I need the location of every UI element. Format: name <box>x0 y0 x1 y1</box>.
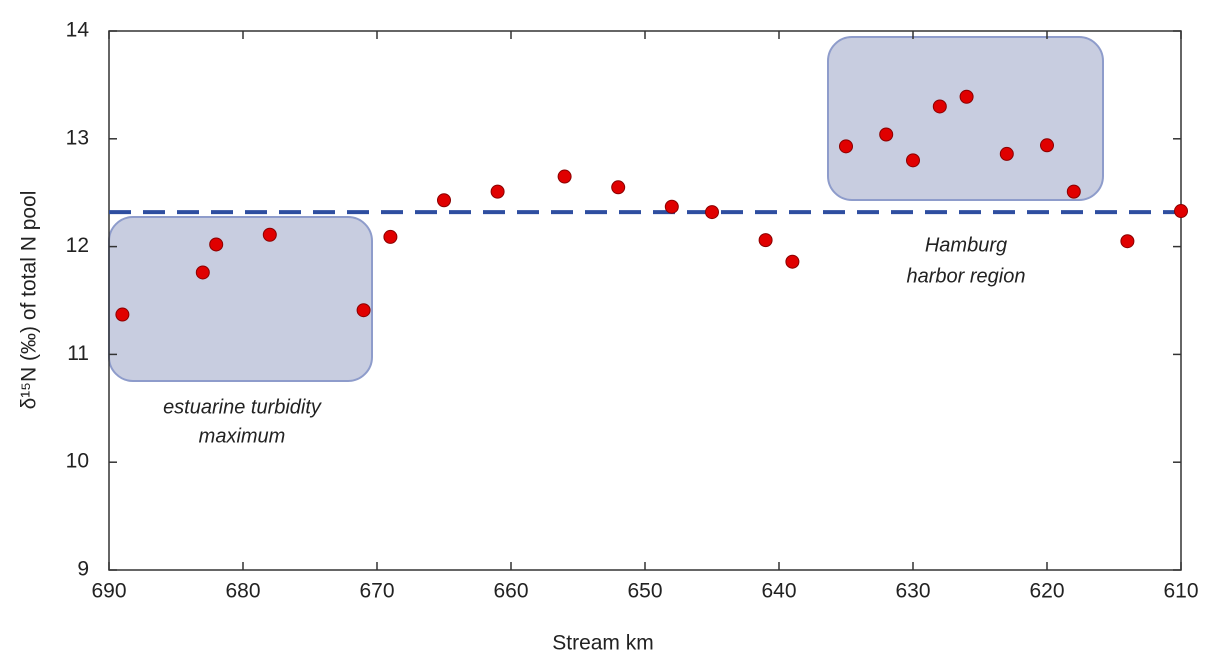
data-point <box>262 227 277 242</box>
y-tick-label: 13 <box>66 126 89 149</box>
annotation: estuarine turbidity <box>163 396 322 418</box>
data-point <box>932 99 947 114</box>
data-point <box>1120 234 1135 249</box>
x-tick-label: 630 <box>895 580 930 603</box>
annotation: Hamburg <box>925 234 1007 256</box>
data-point <box>557 169 572 184</box>
data-point <box>839 139 853 154</box>
data-point <box>1174 204 1188 219</box>
x-axis-label: Stream km <box>552 632 654 655</box>
data-point <box>115 307 130 322</box>
x-tick-label: 620 <box>1029 580 1064 603</box>
data-point <box>490 184 505 199</box>
x-tick-label: 670 <box>359 580 394 603</box>
data-point <box>383 229 398 244</box>
data-point <box>1066 184 1081 199</box>
annotation: maximum <box>199 425 286 447</box>
y-tick-label: 11 <box>67 342 89 365</box>
data-point <box>664 199 679 214</box>
data-point <box>356 303 371 318</box>
x-tick-label: 610 <box>1163 580 1198 603</box>
data-point <box>195 265 210 280</box>
data-point <box>705 205 719 220</box>
x-tick-label: 680 <box>225 580 260 603</box>
data-point <box>209 237 224 252</box>
x-tick-label: 640 <box>761 580 796 603</box>
region-box <box>827 36 1104 201</box>
x-tick-label: 650 <box>627 580 662 603</box>
x-tick-label: 690 <box>91 580 126 603</box>
data-point <box>611 180 626 195</box>
data-point <box>437 193 451 208</box>
data-point <box>999 146 1014 161</box>
data-point <box>785 254 800 269</box>
y-tick-label: 10 <box>66 450 89 473</box>
data-point <box>906 153 920 168</box>
data-point <box>959 89 974 104</box>
region-box <box>108 216 373 382</box>
y-axis-label: δ¹⁵N (‰) of total N pool <box>18 191 41 410</box>
y-tick-label: 9 <box>77 558 89 581</box>
data-point <box>1040 138 1054 153</box>
y-tick-label: 12 <box>66 234 89 257</box>
y-tick-label: 14 <box>66 19 90 42</box>
annotation: harbor region <box>907 265 1026 287</box>
data-point <box>879 127 894 142</box>
data-point <box>758 233 773 248</box>
x-tick-label: 660 <box>493 580 528 603</box>
